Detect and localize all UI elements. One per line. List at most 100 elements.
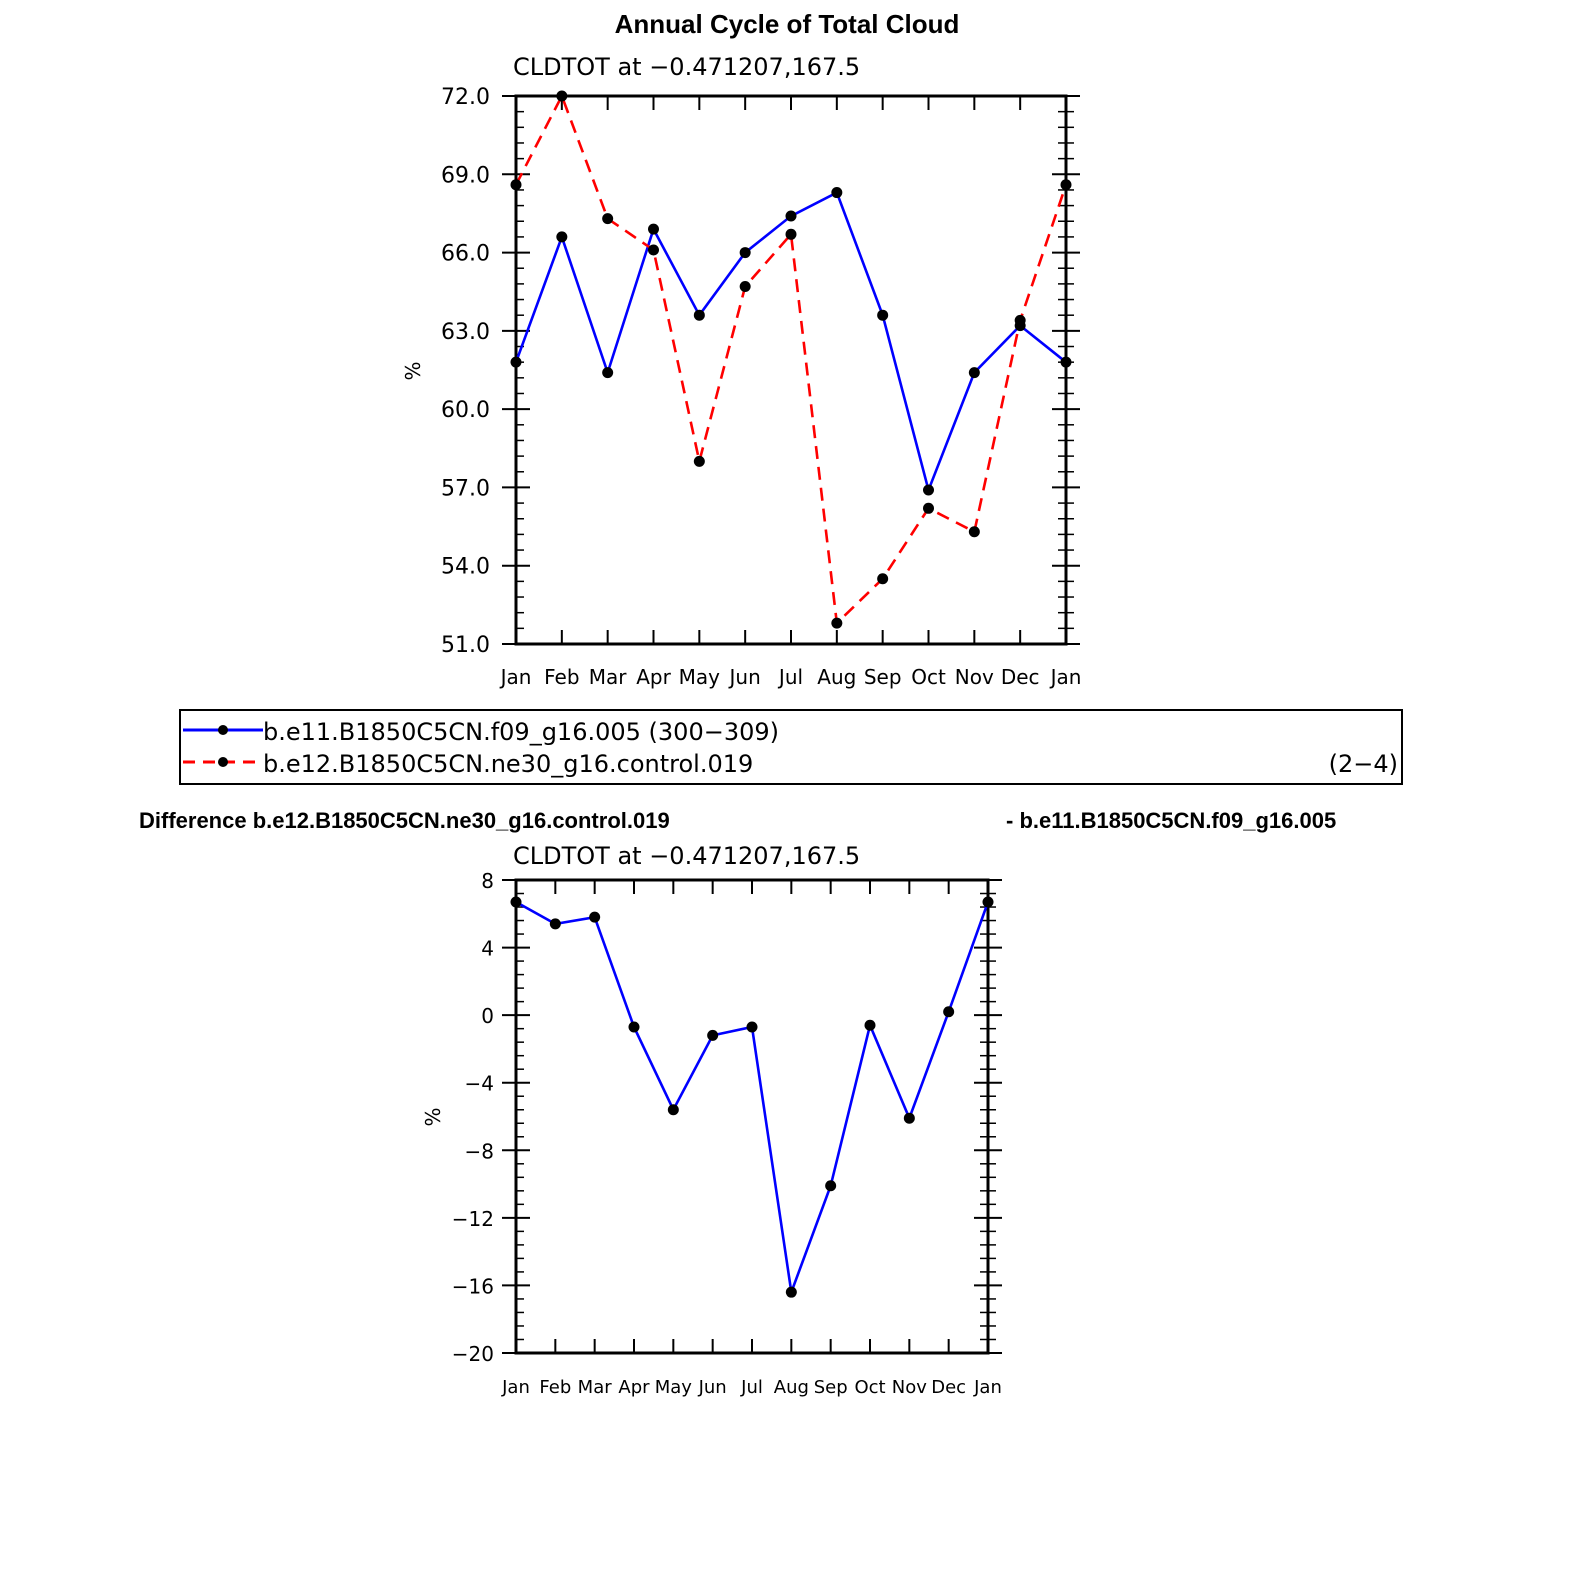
plot2-xtick-label: Jun (698, 1377, 727, 1398)
plot2-series-0-point (589, 911, 601, 923)
plot2-series-0-point (707, 1029, 719, 1041)
plot2-series-0-point (943, 1006, 955, 1018)
plot1-xtick-label: Dec (1001, 665, 1040, 689)
plot2-xtick-label: Jul (740, 1377, 763, 1398)
plot1-series-1-point (693, 455, 705, 467)
plot2-ytick-label: −8 (465, 1139, 494, 1163)
plot1-series-0-point (602, 367, 614, 379)
plot1-series-line-1 (514, 92, 1068, 626)
plot2-series-0-point (510, 896, 522, 908)
plot1-series-1-point (831, 617, 843, 629)
legend-entry-2-suffix: (2−4) (1329, 750, 1398, 778)
plot2-series-0-point (746, 1021, 758, 1033)
plot1-xtick-label: May (679, 665, 721, 689)
plot1-series-0-point (693, 309, 705, 321)
plot2-xtick-label: Aug (774, 1377, 809, 1398)
plot1-series-0-point (1060, 356, 1072, 368)
plot1-series-1-point (877, 573, 889, 585)
plot2-series-0-point (864, 1019, 876, 1031)
plot1-series-1-point (1014, 314, 1026, 326)
plot2-xtick-label: Mar (578, 1377, 613, 1398)
plot2-series-0-point (628, 1021, 640, 1033)
plot2-series-line-0 (515, 900, 990, 1293)
legend-marker-blue (218, 725, 228, 735)
plot1-series-1-point (648, 244, 659, 256)
plot2-ytick-label: 8 (481, 869, 494, 893)
plot2-series-0-point (903, 1112, 915, 1124)
plot1-ytick-label: 63.0 (441, 320, 490, 345)
main-title: Annual Cycle of Total Cloud (615, 9, 960, 39)
plot2-ytick-label: −16 (452, 1274, 494, 1298)
plot1-ylabel: % (401, 361, 425, 380)
plot1-series-1-point (556, 90, 568, 102)
plot2-subtitle: CLDTOT at −0.471207,167.5 (513, 842, 860, 870)
plot1-ytick-label: 57.0 (441, 476, 490, 501)
plot1-xtick-label: Jun (728, 665, 761, 689)
plot1-series-1-point (739, 280, 751, 292)
plot2-xtick-label: Nov (892, 1377, 927, 1398)
plot1-ytick-label: 72.0 (441, 85, 490, 110)
diff-title-left: Difference b.e12.B1850C5CN.ne30_g16.cont… (139, 808, 670, 833)
plot1-series-0-point (510, 356, 522, 368)
plot2-series (510, 896, 994, 1298)
diff-title-right: - b.e11.B1850C5CN.f09_g16.005 (1006, 808, 1336, 833)
legend: b.e11.B1850C5CN.f09_g16.005 (300−309) b.… (179, 709, 1403, 785)
plot2-ytick-label: 0 (481, 1004, 494, 1028)
plot2-xtick-label: Oct (854, 1377, 885, 1398)
plot1-xtick-label: Jan (1049, 665, 1082, 689)
plot2-ytick-label: −20 (452, 1342, 494, 1366)
plot1-xtick-label: Oct (911, 665, 946, 689)
plot1-ytick-label: 51.0 (441, 633, 490, 658)
plot1-ytick-label: 69.0 (441, 163, 490, 188)
plot1-series-1-point (785, 228, 797, 240)
plot1-series-1-point (968, 526, 980, 538)
legend-marker-red (218, 757, 228, 767)
plot2-xtick-label: Jan (973, 1377, 1002, 1398)
plot2-series-0-point (982, 896, 994, 908)
plot1-ticks: Jan Feb Mar Apr May Jun Jul Aug Sep Oct Nov Dec Jan 5… (441, 85, 1081, 689)
plot1-series-1-point (1060, 179, 1072, 191)
plot1-ytick-label: 54.0 (441, 555, 490, 580)
plot2-xtick-label: Dec (931, 1377, 966, 1398)
plot2-series-0-point (667, 1104, 679, 1116)
plot1-series-0-point (648, 223, 659, 235)
plot1-xtick-label: Jul (777, 665, 803, 689)
plot1-series-0-point (923, 484, 934, 496)
legend-entry-2: b.e12.B1850C5CN.ne30_g16.control.019 (263, 750, 753, 778)
plot1-xtick-label: Feb (544, 665, 579, 689)
plot1-xtick-label: Sep (864, 665, 902, 689)
plot2-xtick-label: Feb (539, 1377, 571, 1398)
plot2-xtick-label: Jan (501, 1377, 530, 1398)
plot2-series-0-point (549, 918, 561, 930)
plot1-series-0-point (877, 309, 889, 321)
plot1-series-0-point (785, 210, 797, 222)
plot1-series-1-point (510, 179, 522, 191)
plot2-series-0-point (785, 1286, 797, 1298)
plot1-series-1-point (923, 502, 934, 514)
plot2-frame (514, 878, 990, 1355)
plot1-subtitle: CLDTOT at −0.471207,167.5 (513, 53, 860, 81)
plot1-xtick-label: Jan (499, 665, 532, 689)
plot1-frame (514, 94, 1068, 646)
plot1-series-1-point (602, 213, 614, 225)
plot1-xtick-label: Aug (817, 665, 856, 689)
plot1-series-0-point (968, 367, 980, 379)
plot2-ylabel: % (421, 1107, 445, 1126)
plot1-xtick-label: Apr (636, 665, 671, 689)
plot2-xtick-label: Sep (814, 1377, 848, 1398)
plot2-series-0-point (825, 1180, 837, 1192)
plot2-ticks: Jan Feb Mar Apr May Jun Jul Aug Sep Oct Nov Dec Jan−… (452, 869, 1002, 1398)
plot1-xtick-label: Nov (955, 665, 994, 689)
plot1-xtick-label: Mar (589, 665, 628, 689)
difference-plot: CLDTOT at −0.471207,167.5 % Jan Feb Mar Apr… (421, 842, 1002, 1398)
plot1-ytick-label: 60.0 (441, 398, 490, 423)
legend-entry-1: b.e11.B1850C5CN.f09_g16.005 (300−309) (263, 718, 779, 746)
plot2-xtick-label: Apr (618, 1377, 650, 1398)
plot1-ytick-label: 66.0 (441, 242, 490, 267)
plot1-series (510, 90, 1072, 629)
plot1-series-0-point (739, 247, 751, 259)
plot1-series-0-point (556, 231, 568, 243)
plot2-xtick-label: May (655, 1377, 693, 1398)
plot2-ytick-label: 4 (481, 937, 494, 961)
